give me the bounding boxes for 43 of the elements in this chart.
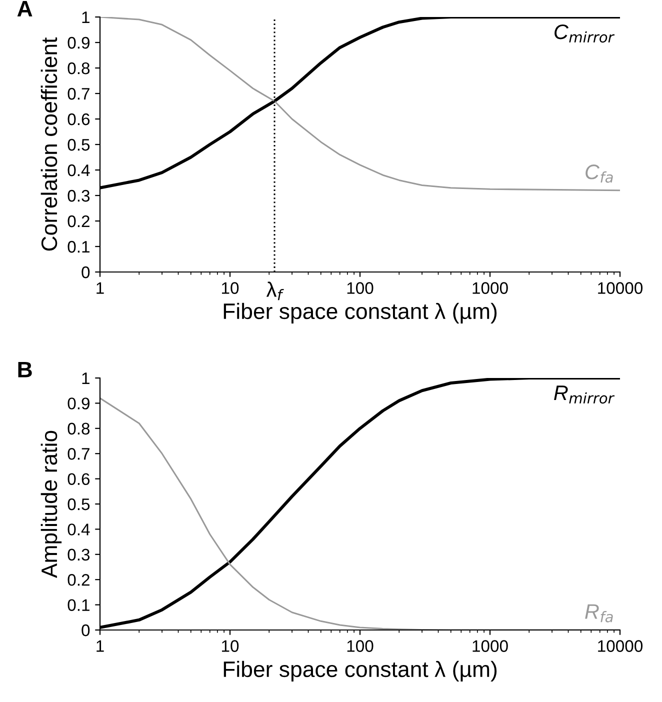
- ref-line-label: λ$_{f}$: [266, 282, 284, 300]
- y-tick-label: 0.6: [68, 113, 90, 126]
- series-label: C$_{fa}$: [586, 164, 613, 183]
- y-tick-label: 0.9: [68, 398, 90, 410]
- x-tick-label: 1: [96, 282, 104, 294]
- y-tick-label: 0.2: [68, 574, 90, 586]
- y-tick-label: 0.5: [68, 498, 90, 510]
- x-tick-label: 100: [347, 640, 374, 652]
- y-tick-label: 0.7: [68, 88, 90, 100]
- series-label: C$_{mirror}$: [554, 24, 615, 43]
- x-tick-label: 10: [222, 282, 239, 294]
- y-tick-label: 0.3: [68, 548, 90, 561]
- chart-title: B: [18, 362, 32, 378]
- y-tick-label: 0.5: [68, 138, 90, 151]
- y-tick-label: 1: [82, 372, 90, 384]
- y-tick-label: 0.8: [68, 62, 90, 74]
- y-tick-label: 0.6: [68, 473, 90, 486]
- x-tick-label: 10000: [598, 640, 643, 652]
- x-tick-label: 10000: [598, 282, 643, 294]
- y-tick-label: 0.1: [68, 240, 90, 253]
- y-tick-label: 0.3: [68, 190, 90, 202]
- x-tick-label: 1000: [472, 282, 508, 294]
- x-axis-title: Fiber space constant λ (µm): [224, 660, 497, 682]
- x-axis-title: Fiber space constant λ (µm): [224, 302, 497, 324]
- y-axis-title: Correlation coefficient: [40, 37, 58, 251]
- y-tick-label: 1: [82, 12, 90, 24]
- y-tick-label: 0: [82, 624, 90, 636]
- y-tick-label: 0.8: [68, 422, 90, 435]
- y-tick-label: 0.4: [68, 164, 90, 176]
- y-axis-title: Amplitude ratio: [40, 430, 62, 578]
- y-tick-label: 0.1: [68, 599, 90, 612]
- x-tick-label: 100: [347, 282, 374, 294]
- series-label: R$_{fa}$: [585, 604, 613, 622]
- y-tick-label: 0.2: [68, 215, 90, 228]
- y-tick-label: 0.4: [68, 524, 90, 536]
- y-tick-label: 0.9: [68, 36, 90, 49]
- x-tick-label: 1000: [472, 640, 508, 652]
- series-label: R$_{mirror}$: [554, 386, 615, 404]
- x-tick-label: 10: [222, 640, 239, 652]
- y-tick-label: 0.7: [68, 448, 90, 460]
- x-tick-label: 1: [96, 640, 104, 652]
- y-tick-label: 0: [82, 266, 90, 278]
- chart-title: A: [17, 1, 32, 16]
